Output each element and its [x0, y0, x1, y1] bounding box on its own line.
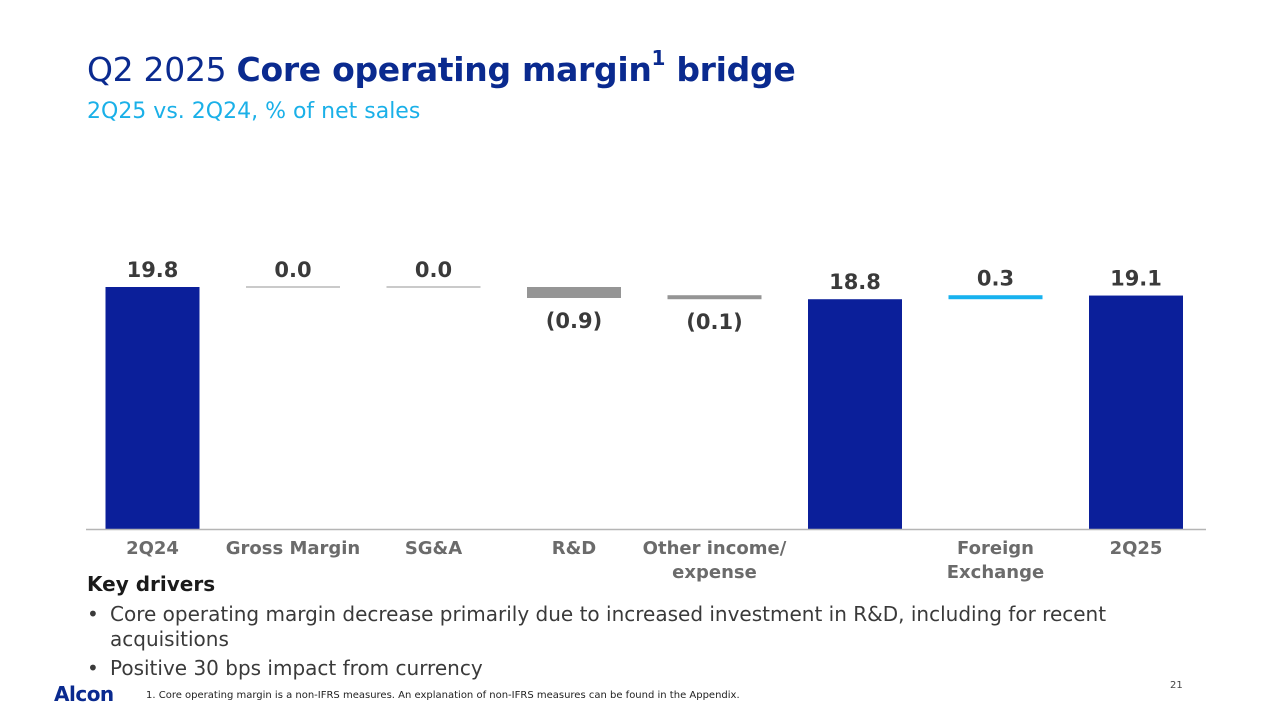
bar-6 — [948, 295, 1043, 300]
value-label-5: 18.8 — [829, 270, 881, 294]
value-label-2: 0.0 — [415, 258, 452, 282]
page-title: Q2 2025 Core operating margin1 bridge — [87, 46, 796, 89]
title-suffix: bridge — [665, 50, 796, 89]
category-label-0-0: 2Q24 — [126, 538, 179, 559]
title-bold: Core operating margin — [236, 50, 652, 89]
category-label-1-0: Gross Margin — [226, 538, 361, 559]
value-label-3: (0.9) — [546, 309, 602, 333]
category-label-6-1: Exchange — [947, 562, 1044, 583]
footnote: 1. Core operating margin is a non-IFRS m… — [146, 690, 740, 701]
bar-5 — [808, 299, 902, 529]
value-label-7: 19.1 — [1110, 267, 1162, 291]
category-label-6-0: Foreign — [957, 538, 1034, 559]
page-number: 21 — [1170, 680, 1183, 691]
bar-3 — [527, 287, 621, 298]
bullet-marker: • — [87, 656, 99, 680]
key-driver-item: • Core operating margin decrease primaril… — [87, 602, 1127, 652]
category-label-3-0: R&D — [552, 538, 597, 559]
key-driver-text: Core operating margin decrease primarily… — [110, 602, 1107, 651]
title-prefix: Q2 2025 — [87, 50, 237, 89]
key-driver-text: Positive 30 bps impact from currency — [110, 656, 483, 680]
alcon-logo: Alcon — [54, 682, 114, 706]
key-driver-item: • Positive 30 bps impact from currency — [87, 656, 1127, 681]
value-label-0: 19.8 — [127, 258, 179, 282]
title-footnote-marker: 1 — [651, 46, 666, 70]
value-label-6: 0.3 — [977, 267, 1014, 291]
category-label-4-0: Other income/ — [643, 538, 787, 559]
value-label-1: 0.0 — [274, 258, 311, 282]
key-drivers-title: Key drivers — [87, 572, 216, 596]
bar-4 — [667, 295, 762, 300]
category-label-7-0: 2Q25 — [1110, 538, 1163, 559]
bullet-marker: • — [87, 602, 99, 626]
category-label-2-0: SG&A — [405, 538, 462, 559]
value-label-4: (0.1) — [686, 310, 742, 334]
key-drivers-list: • Core operating margin decrease primaril… — [87, 602, 1127, 685]
page-subtitle: 2Q25 vs. 2Q24, % of net sales — [87, 99, 421, 124]
category-label-4-1: expense — [672, 562, 757, 583]
bar-7 — [1089, 295, 1183, 529]
bar-0 — [105, 287, 200, 529]
